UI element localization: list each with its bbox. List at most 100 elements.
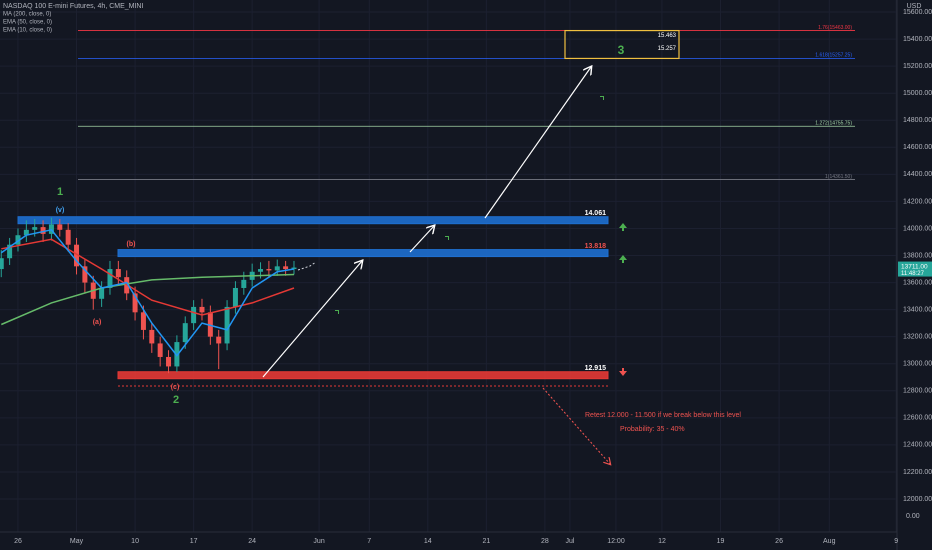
candle-body [65, 229, 71, 245]
candle-body [40, 227, 46, 234]
y-tick-label: 14400.00 [903, 171, 932, 178]
x-tick-label: Jul [566, 538, 575, 545]
wave-label: (a) [93, 319, 102, 326]
wave-label: (c) [171, 384, 180, 391]
candle-body [174, 342, 180, 367]
x-tick-label: 19 [717, 538, 725, 545]
candle-body [107, 269, 113, 288]
y-tick-label: 15600.00 [903, 9, 932, 16]
x-tick-label: 10 [131, 538, 139, 545]
zone-label: 12.915 [585, 365, 607, 372]
candle-body [23, 229, 29, 236]
candle-body [149, 329, 155, 344]
candle-body [15, 235, 21, 245]
arrow-down [542, 387, 610, 464]
zone [117, 249, 609, 258]
down-arrow [619, 368, 627, 376]
arrow [262, 261, 362, 378]
wave-label: 2 [173, 394, 179, 406]
candle-body [132, 293, 138, 313]
currency: USD [907, 3, 922, 10]
target-label: 15.257 [658, 46, 677, 52]
y-tick-label: 15000.00 [903, 90, 932, 97]
fib-label: 1(14361.50) [825, 174, 852, 180]
x-tick-label: 12 [658, 538, 666, 545]
y-tick-label: 13000.00 [903, 361, 932, 368]
candle-body [57, 224, 63, 230]
zone-label: 14.061 [585, 210, 607, 217]
candle-body [258, 269, 264, 272]
candle-body [199, 306, 205, 313]
x-tick-label: 14 [424, 538, 432, 545]
x-tick-label: Jun [313, 538, 324, 545]
candle-body [7, 244, 13, 259]
x-tick-label: 28 [541, 538, 549, 545]
x-tick-label: 9 [894, 538, 898, 545]
target-box [564, 29, 680, 60]
y-tick-label: 12800.00 [903, 388, 932, 395]
candle-body [166, 356, 172, 367]
candle-body [82, 266, 88, 283]
candle-body [283, 266, 289, 270]
fib-label: 1.76(15463.00) [818, 25, 852, 31]
y-tick-label: 13800.00 [903, 252, 932, 259]
candle-body [157, 343, 163, 357]
x-tick-label: 26 [14, 538, 22, 545]
indicator-legend: EMA (10, close, 0) [3, 28, 52, 34]
wave-label: (b) [127, 241, 136, 248]
candle-body [32, 227, 38, 230]
y-tick-label: 12400.00 [903, 442, 932, 449]
indicator-line [1, 273, 295, 326]
zone [17, 216, 609, 225]
arrow [409, 226, 434, 253]
candle-body [274, 266, 280, 271]
candle-body [241, 279, 247, 288]
x-tick-label: 24 [248, 538, 256, 545]
y-tick-label: 12600.00 [903, 415, 932, 422]
candle-body [0, 258, 4, 270]
arrow [484, 67, 591, 219]
y-tick-label: 13400.00 [903, 306, 932, 313]
fib-label: 1.618(15257.25) [815, 53, 852, 59]
target-label: 15.463 [658, 33, 677, 39]
x-tick-label: 7 [367, 538, 371, 545]
candle-body [115, 269, 121, 278]
candle-body [291, 267, 297, 270]
candle-body [191, 306, 197, 324]
candle-body [207, 312, 213, 337]
last-price-box [898, 261, 932, 277]
zone-label: 13.818 [585, 243, 607, 250]
projection [297, 261, 317, 271]
x-tick-label: 17 [190, 538, 198, 545]
wave-label: 3 [618, 43, 625, 57]
candle-body [99, 287, 105, 299]
y-tick-label: 14000.00 [903, 225, 932, 232]
x-tick-label: 12:00 [607, 538, 625, 545]
y-tick-label: 14200.00 [903, 198, 932, 205]
y-tick-label: 12200.00 [903, 469, 932, 476]
y-tick-label: 15200.00 [903, 63, 932, 70]
indicator-line [1, 238, 295, 316]
y-tick-label: 14600.00 [903, 144, 932, 151]
zone [117, 371, 609, 380]
candle-body [182, 323, 188, 343]
wave-label: (v) [56, 207, 65, 214]
x-tick-label: 21 [482, 538, 490, 545]
indicator-line [0, 228, 295, 357]
y-tick-label: 12000.00 [903, 496, 932, 503]
candle-body [74, 244, 80, 267]
candle-body [266, 269, 272, 271]
indicator-legend: EMA (50, close, 0) [3, 20, 52, 26]
x-tick-label: Aug [823, 538, 836, 545]
grid [0, 0, 897, 532]
countdown: 11:48:27 [901, 271, 925, 277]
small-arrows [333, 96, 627, 316]
y-tick-label: 14800.00 [903, 117, 932, 124]
x-tick-label: 26 [775, 538, 783, 545]
candle-body [140, 312, 146, 330]
volume-axis-label: 0.00 [906, 513, 920, 520]
candle-body [232, 287, 238, 307]
y-tick-label: 15400.00 [903, 36, 932, 43]
